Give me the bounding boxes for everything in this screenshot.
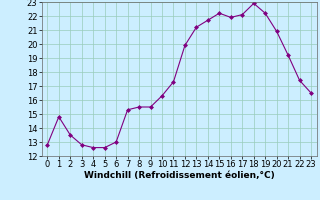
X-axis label: Windchill (Refroidissement éolien,°C): Windchill (Refroidissement éolien,°C): [84, 171, 275, 180]
